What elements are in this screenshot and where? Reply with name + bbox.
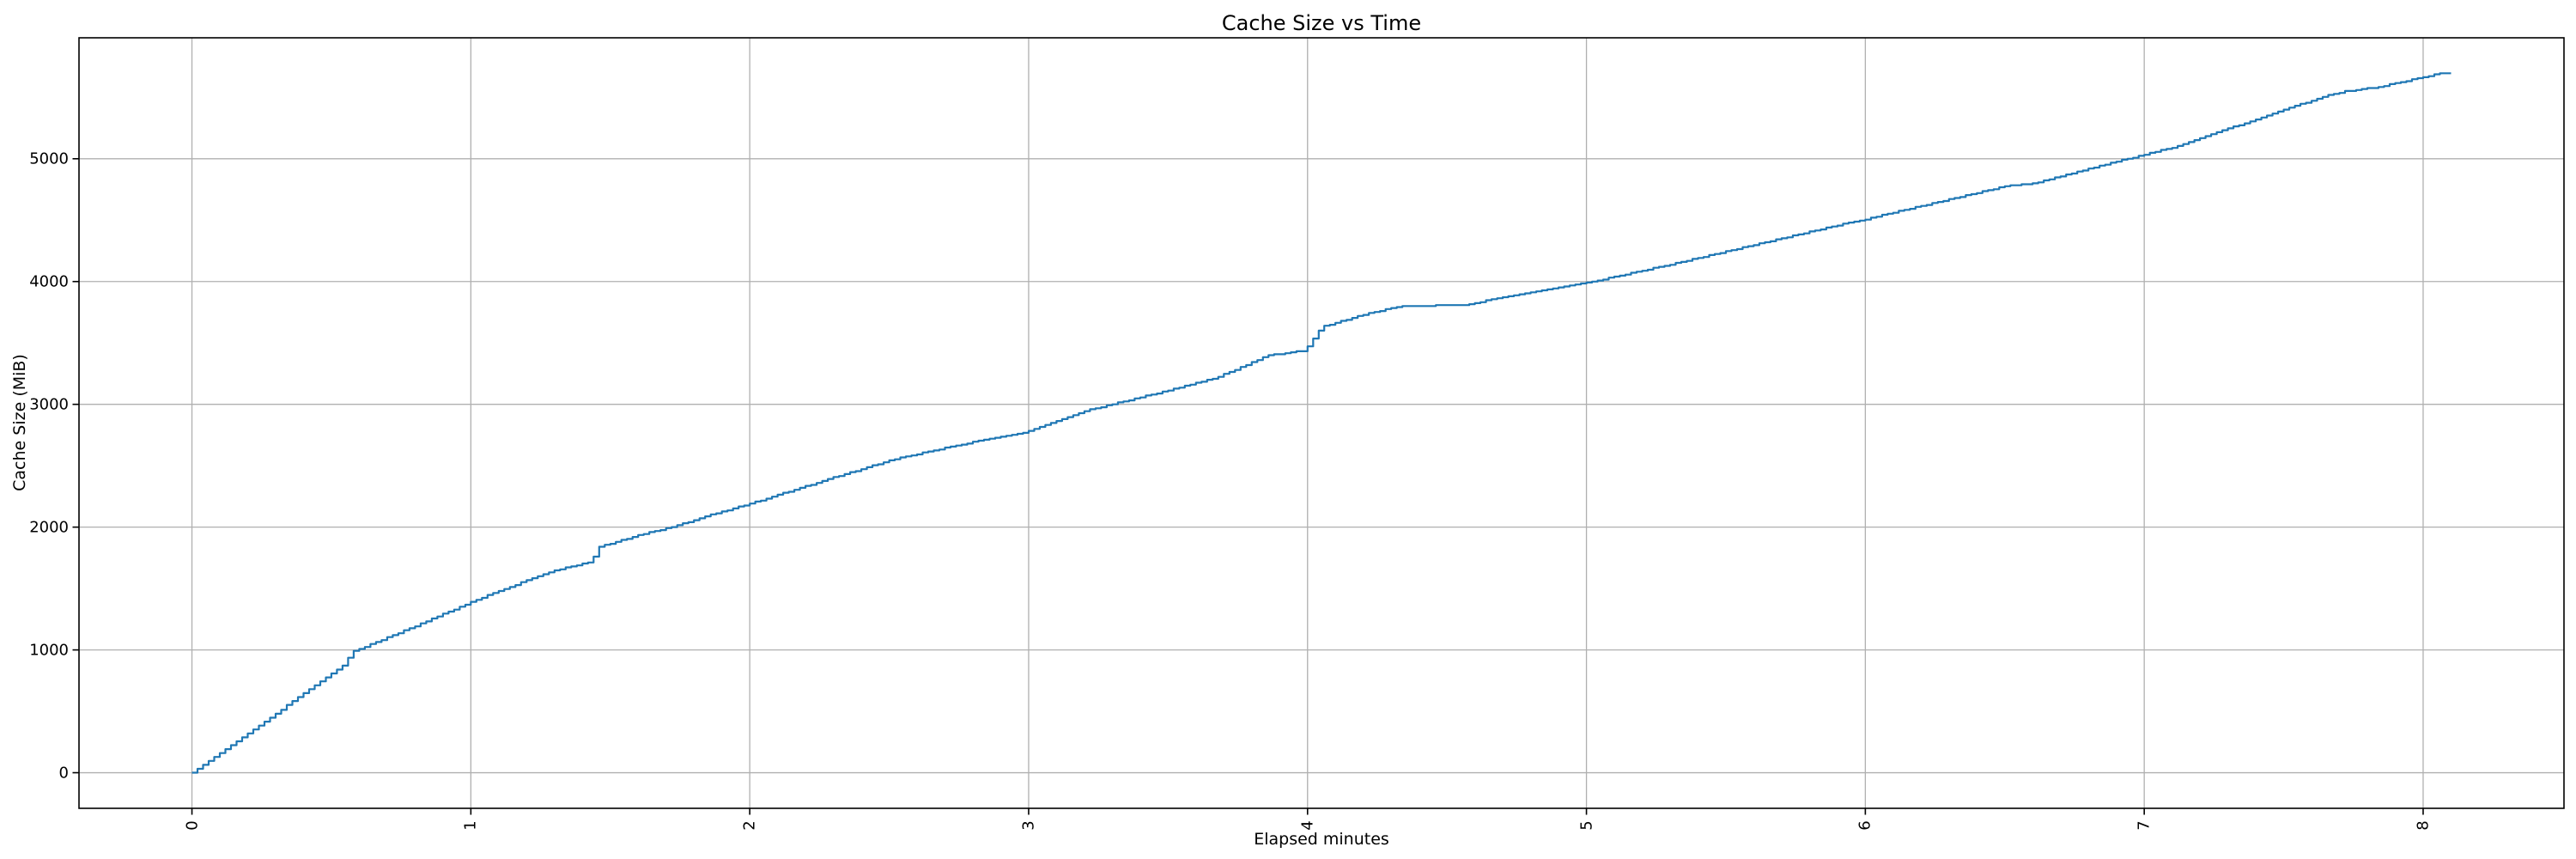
x-tick-label: 8 xyxy=(2414,820,2433,831)
x-tick-label: 2 xyxy=(740,820,759,831)
y-tick-label: 5000 xyxy=(29,149,69,168)
grid-lines xyxy=(79,38,2564,808)
x-tick-label: 1 xyxy=(461,820,480,831)
y-tick-label: 0 xyxy=(58,764,69,783)
x-tick-label: 6 xyxy=(1856,820,1874,831)
y-tick-label: 1000 xyxy=(29,641,69,660)
x-axis-label: Elapsed minutes xyxy=(1254,830,1389,849)
x-tick-label: 0 xyxy=(183,820,202,831)
data-line xyxy=(191,72,2451,774)
y-tick-label: 4000 xyxy=(29,272,69,291)
x-tick-label: 4 xyxy=(1298,820,1317,831)
y-tick-label: 3000 xyxy=(29,395,69,414)
x-tick-label: 5 xyxy=(1577,820,1596,831)
tick-marks xyxy=(72,158,2424,815)
x-tick-label: 3 xyxy=(1019,820,1038,831)
chart-title: Cache Size vs Time xyxy=(1221,11,1422,35)
axes-spines xyxy=(78,37,2565,809)
x-tick-label: 7 xyxy=(2135,820,2154,831)
y-tick-label: 2000 xyxy=(29,518,69,537)
